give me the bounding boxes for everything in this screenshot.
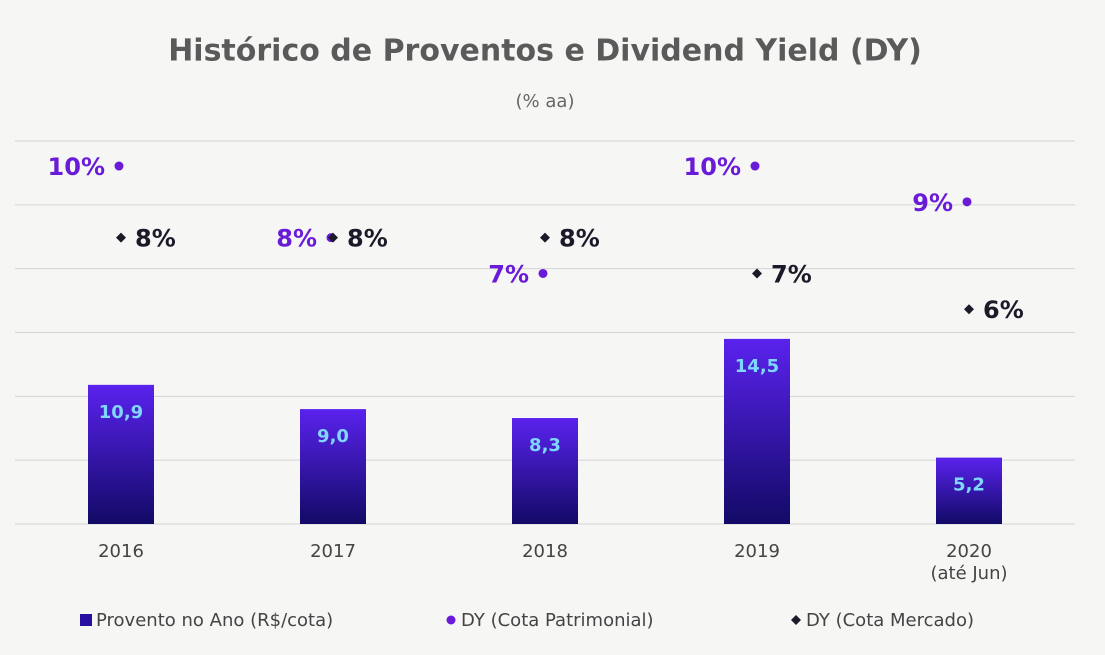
dy-patrimonial-point xyxy=(538,268,548,278)
point-value-label: 8% xyxy=(135,225,176,253)
dy-patrimonial-point xyxy=(750,161,760,171)
point-value-label: 10% xyxy=(48,153,105,181)
point-value-label: 8% xyxy=(559,225,600,253)
legend-label: DY (Cota Patrimonial) xyxy=(461,610,654,631)
x-tick-label: 2016 xyxy=(98,541,144,562)
bar-value-label: 5,2 xyxy=(953,475,985,496)
point-value-label: 8% xyxy=(276,225,317,253)
dy-mercado-point xyxy=(540,232,550,243)
point-value-label: 9% xyxy=(912,189,953,217)
bar-value-label: 8,3 xyxy=(529,435,561,456)
dy-mercado-point xyxy=(752,268,762,279)
point-value-label: 7% xyxy=(771,260,812,288)
point-value-label: 10% xyxy=(684,153,741,181)
point-value-label: 8% xyxy=(347,225,388,253)
bar xyxy=(88,384,154,524)
bar-value-label: 9,0 xyxy=(317,426,349,447)
dy-patrimonial-point xyxy=(962,197,972,207)
point-value-label: 6% xyxy=(983,296,1024,324)
chart-subtitle: (% aa) xyxy=(516,91,575,112)
legend-marker xyxy=(791,615,801,625)
legend-marker xyxy=(80,614,92,626)
x-tick-label: 2017 xyxy=(310,541,356,562)
legend-marker xyxy=(446,615,456,625)
bar xyxy=(300,409,366,524)
bar xyxy=(512,418,578,524)
dy-mercado-point xyxy=(964,304,974,315)
x-tick-label: 2019 xyxy=(734,541,780,562)
x-tick-label: 2020 (até Jun) xyxy=(930,541,1007,584)
point-value-label: 7% xyxy=(488,260,529,288)
dy-mercado-point xyxy=(116,232,126,243)
bar xyxy=(724,338,790,524)
bar xyxy=(936,457,1002,524)
bar-value-label: 14,5 xyxy=(735,356,779,377)
dy-patrimonial-point xyxy=(114,161,124,171)
x-tick-label: 2018 xyxy=(522,541,568,562)
bar-value-label: 10,9 xyxy=(99,402,143,423)
dy-mercado-point xyxy=(328,232,338,243)
legend-label: Provento no Ano (R$/cota) xyxy=(96,610,333,631)
legend-label: DY (Cota Mercado) xyxy=(806,610,974,631)
chart-title: Histórico de Proventos e Dividend Yield … xyxy=(168,34,922,69)
